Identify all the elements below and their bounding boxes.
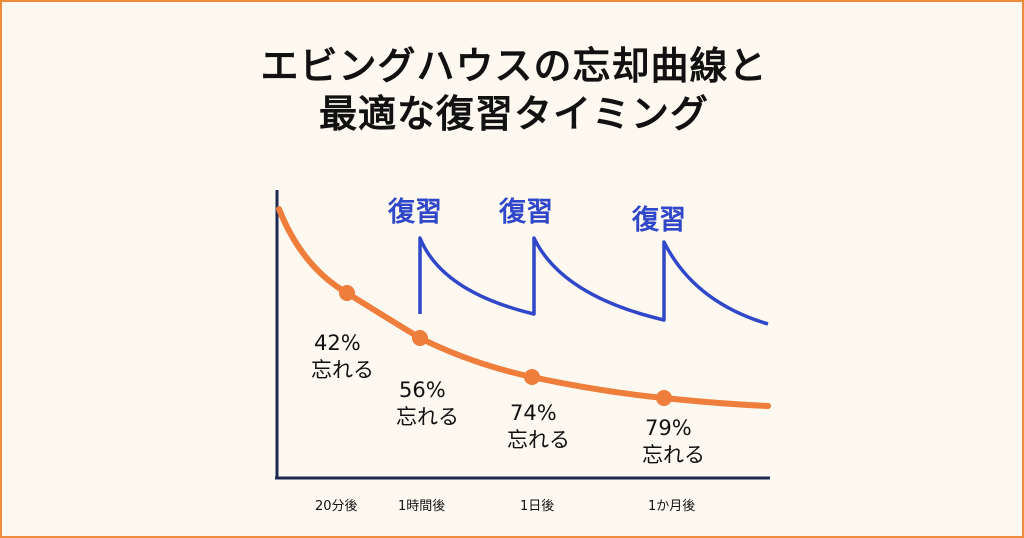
page-title: エビングハウスの忘却曲線と 最適な復習タイミング: [2, 42, 1024, 138]
forgetting-point: [524, 369, 540, 385]
forgetting-point: [339, 285, 355, 301]
forgetting-point: [412, 330, 428, 346]
x-tick-label: 1日後: [520, 499, 554, 514]
review-curve: [418, 236, 769, 326]
data-label-note: 忘れる: [642, 443, 705, 467]
review-label: 復習: [631, 204, 686, 236]
x-tick-label: 1か月後: [648, 499, 695, 514]
title-line-2: 最適な復習タイミング: [318, 92, 709, 136]
data-label-note: 忘れる: [396, 405, 459, 429]
data-label-note: 忘れる: [507, 428, 570, 452]
review-label: 復習: [498, 196, 553, 228]
data-label-percent: 56%: [399, 378, 446, 402]
review-label: 復習: [387, 196, 442, 228]
data-label-note: 忘れる: [311, 358, 374, 382]
title-line-1: エビングハウスの忘却曲線と: [260, 44, 768, 88]
data-label-percent: 74%: [510, 401, 557, 425]
forgetting-curve: [276, 206, 771, 409]
x-tick-label: 20分後: [315, 499, 358, 514]
data-label-percent: 42%: [314, 331, 361, 355]
x-tick-label: 1時間後: [398, 499, 445, 514]
data-label-percent: 79%: [645, 416, 692, 440]
forgetting-point: [656, 390, 672, 406]
